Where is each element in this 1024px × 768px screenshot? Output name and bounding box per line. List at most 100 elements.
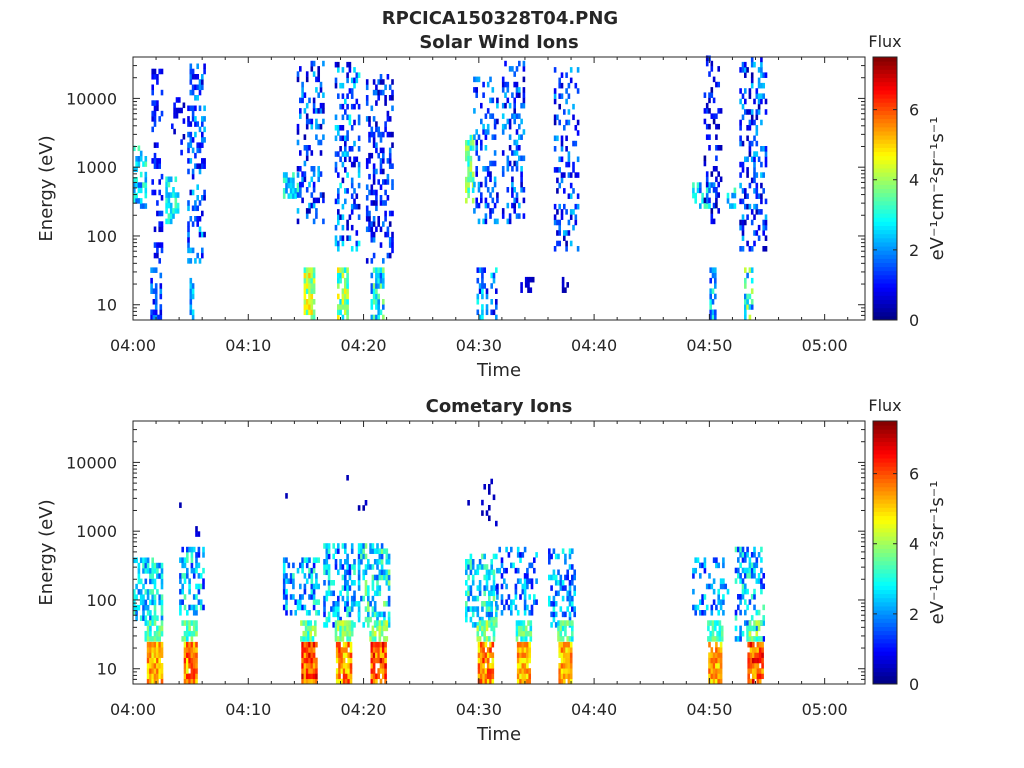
data-cell (710, 610, 714, 616)
data-cell (384, 663, 387, 669)
data-cell (569, 673, 573, 680)
data-cell (480, 678, 483, 685)
data-cell (760, 72, 763, 78)
data-cell (558, 203, 562, 210)
data-cell (761, 673, 764, 680)
data-cell (190, 678, 194, 685)
data-cell (370, 226, 374, 233)
data-cell (558, 167, 562, 173)
data-cell (483, 283, 487, 289)
data-cell (548, 553, 551, 560)
data-cell (746, 135, 749, 142)
data-cell (195, 562, 198, 569)
data-cell (754, 657, 757, 664)
data-cell (301, 678, 304, 685)
data-cell (388, 237, 392, 243)
data-cell (373, 601, 377, 607)
data-cell (325, 590, 329, 597)
data-cell (491, 113, 495, 119)
data-cell (196, 95, 200, 101)
data-cell (755, 578, 759, 584)
data-cell (563, 172, 566, 178)
data-cell (348, 585, 352, 591)
data-cell (375, 673, 378, 680)
data-cell (711, 299, 715, 305)
data-cell (151, 589, 155, 595)
data-cell (753, 620, 756, 626)
data-cell (475, 76, 479, 83)
data-cell (753, 604, 756, 611)
data-cell (323, 564, 326, 570)
data-cell (319, 139, 323, 146)
data-cell (574, 125, 578, 131)
data-cell (337, 611, 340, 618)
data-cell (303, 583, 307, 590)
data-cell (296, 76, 300, 83)
data-cell (720, 625, 724, 632)
data-cell (506, 187, 510, 193)
data-cell (548, 548, 551, 554)
data-cell (559, 580, 563, 586)
data-cell (749, 652, 753, 658)
data-cell (469, 616, 473, 623)
data-cell (524, 276, 528, 283)
data-cell (192, 668, 196, 674)
data-cell (516, 657, 520, 664)
data-cell (717, 208, 721, 214)
data-cell (165, 181, 168, 188)
data-cell (299, 562, 302, 569)
data-cell (574, 214, 578, 220)
data-cell (741, 594, 745, 600)
data-cell (508, 134, 512, 140)
data-cell (739, 67, 742, 73)
data-cell (282, 583, 286, 590)
data-cell (385, 569, 389, 576)
data-cell (346, 188, 349, 194)
data-cell (511, 176, 514, 183)
data-cell (535, 552, 538, 558)
data-cell (337, 304, 340, 310)
data-cell (485, 636, 489, 642)
data-cell (146, 594, 150, 600)
data-cell (484, 202, 488, 209)
colorbar-segment (873, 200, 897, 206)
data-cell (699, 610, 702, 616)
data-cell (717, 657, 721, 664)
data-cell (315, 87, 318, 93)
data-cell (565, 161, 568, 168)
data-cell (746, 240, 749, 247)
data-cell (319, 87, 323, 93)
data-cell (353, 569, 356, 576)
data-cell (350, 620, 354, 626)
data-cell (357, 135, 361, 142)
data-cell (339, 272, 342, 279)
data-cell (484, 181, 488, 188)
data-cell (179, 604, 182, 611)
colorbar-segment (873, 679, 897, 685)
data-cell (710, 171, 714, 177)
data-cell (338, 641, 341, 648)
data-cell (332, 606, 336, 612)
data-cell (350, 146, 354, 152)
data-cell (195, 630, 198, 637)
data-cell (369, 630, 372, 637)
data-cell (197, 552, 201, 558)
data-cell (571, 580, 574, 586)
data-cell (518, 625, 521, 632)
data-cell (195, 668, 198, 674)
colorbar-segment (873, 135, 897, 140)
data-cell (518, 630, 521, 637)
data-cell (708, 92, 711, 98)
data-cell (301, 604, 304, 611)
data-cell (303, 673, 307, 680)
data-cell (305, 118, 309, 125)
data-cell (301, 657, 304, 664)
data-cell (747, 668, 751, 674)
data-cell (151, 573, 155, 579)
data-cell (711, 625, 715, 632)
data-cell (315, 123, 318, 130)
data-cell (310, 283, 314, 289)
data-cell (515, 66, 519, 72)
data-cell (705, 583, 709, 590)
data-cell (344, 569, 347, 576)
